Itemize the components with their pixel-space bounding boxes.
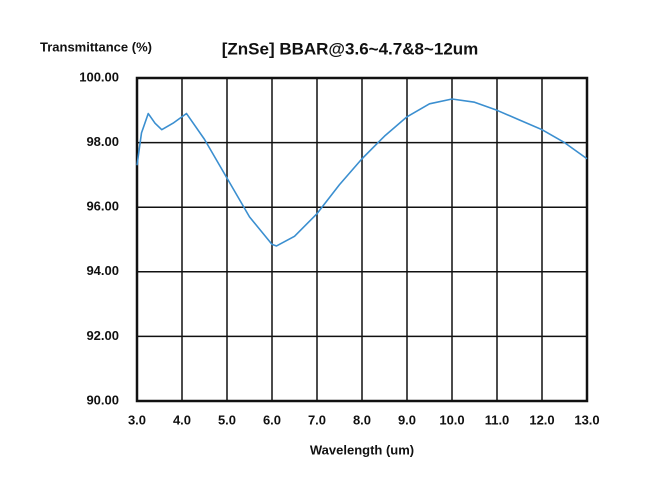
- x-tick-label: 10.0: [439, 412, 464, 427]
- y-tick-label: 90.00: [86, 392, 119, 407]
- chart-title: [ZnSe] BBAR@3.6~4.7&8~12um: [222, 39, 479, 58]
- x-axis-label: Wavelength (um): [310, 442, 414, 457]
- x-tick-label: 5.0: [218, 412, 236, 427]
- data-line: [136, 98, 588, 247]
- x-tick-label: 3.0: [128, 412, 146, 427]
- x-tick-label: 8.0: [353, 412, 371, 427]
- y-tick-label: 96.00: [86, 199, 119, 214]
- x-tick-label: 6.0: [263, 412, 281, 427]
- x-tick-label: 11.0: [485, 412, 510, 427]
- y-tick-label: 94.00: [86, 263, 119, 278]
- x-tick-label: 9.0: [398, 412, 416, 427]
- y-tick-label: 92.00: [86, 328, 119, 343]
- y-tick-label: 100.00: [79, 69, 119, 84]
- x-tick-label: 12.0: [529, 412, 554, 427]
- y-axis-label: Transmittance (%): [40, 39, 152, 54]
- x-tick-label: 7.0: [308, 412, 326, 427]
- x-tick-label: 13.0: [574, 412, 599, 427]
- y-tick-label: 98.00: [86, 134, 119, 149]
- x-tick-label: 4.0: [173, 412, 191, 427]
- plot-border: [135, 76, 589, 403]
